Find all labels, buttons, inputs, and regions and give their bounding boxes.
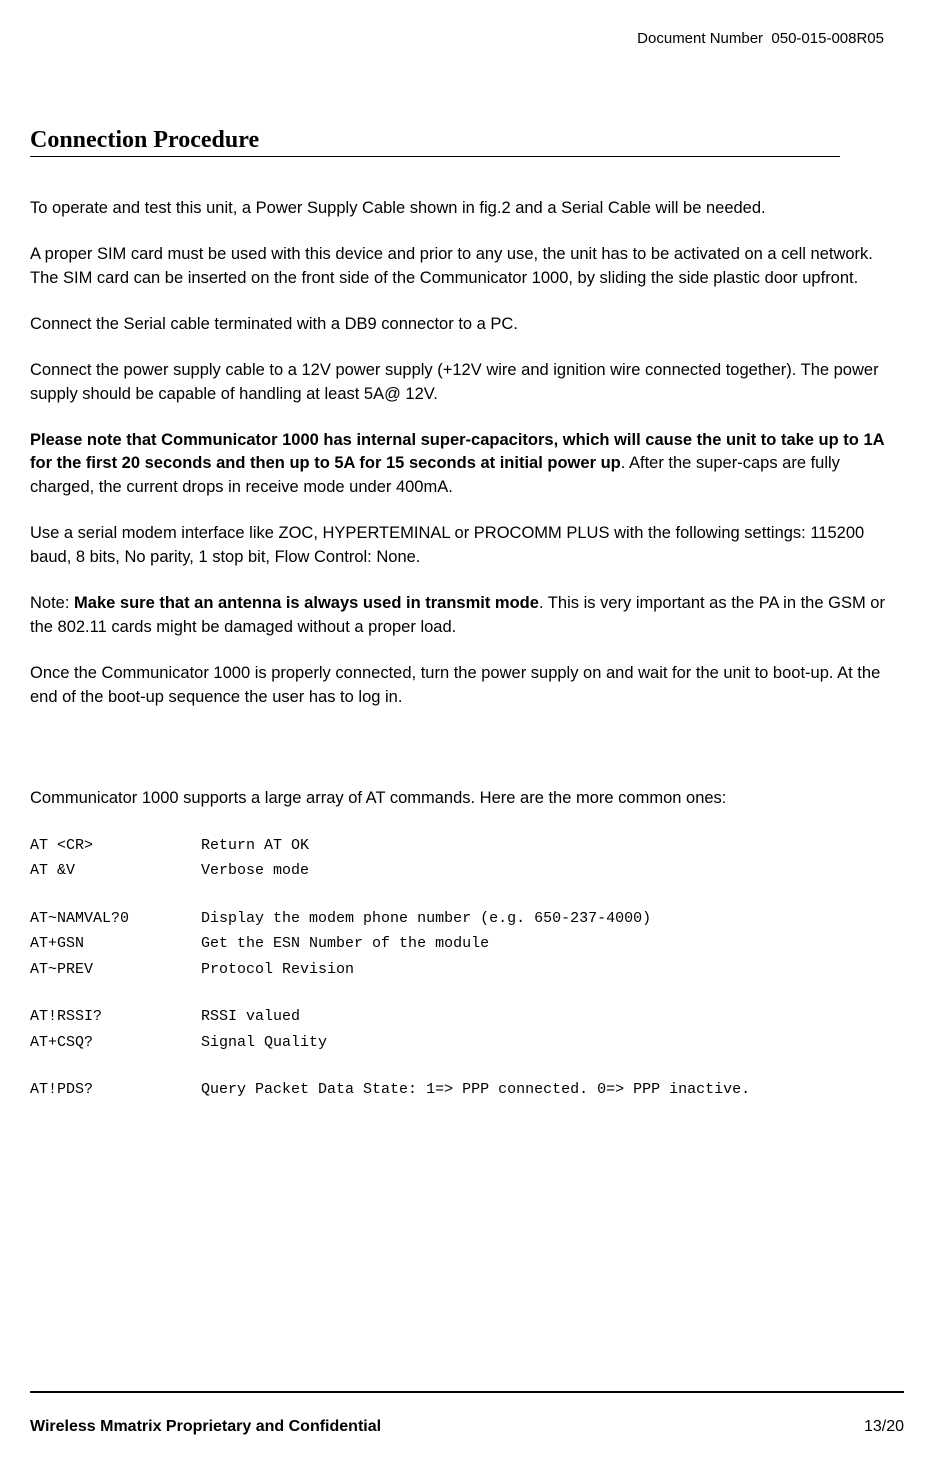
section-title: Connection Procedure <box>30 127 840 157</box>
at-commands-block-3: AT!RSSI? RSSI valued AT+CSQ? Signal Qual… <box>30 1004 904 1055</box>
antenna-bold: Make sure that an antenna is always used… <box>74 594 539 612</box>
page-footer: Wireless Mmatrix Proprietary and Confide… <box>30 1418 904 1436</box>
footer-divider <box>30 1391 904 1393</box>
footer-page-number: 13/20 <box>864 1418 904 1436</box>
paragraph-sim: A proper SIM card must be used with this… <box>30 243 904 291</box>
paragraph-bootup: Once the Communicator 1000 is properly c… <box>30 662 904 710</box>
footer-left-text: Wireless Mmatrix Proprietary and Confide… <box>30 1418 381 1436</box>
paragraph-at-intro: Communicator 1000 supports a large array… <box>30 787 904 811</box>
main-content: To operate and test this unit, a Power S… <box>30 197 904 1103</box>
doc-number-label: Document Number <box>637 30 763 47</box>
paragraph-power: Connect the power supply cable to a 12V … <box>30 359 904 407</box>
paragraph-supercaps: Please note that Communicator 1000 has i… <box>30 429 904 501</box>
note-prefix: Note: <box>30 594 74 612</box>
paragraph-intro: To operate and test this unit, a Power S… <box>30 197 904 221</box>
doc-number-value: 050-015-008R05 <box>771 30 884 47</box>
paragraph-antenna-note: Note: Make sure that an antenna is alway… <box>30 592 904 640</box>
document-number-header: Document Number 050-015-008R05 <box>30 30 904 47</box>
at-commands-block-1: AT <CR> Return AT OK AT &V Verbose mode <box>30 833 904 884</box>
at-commands-block-2: AT~NAMVAL?0 Display the modem phone numb… <box>30 906 904 983</box>
paragraph-modem-settings: Use a serial modem interface like ZOC, H… <box>30 522 904 570</box>
paragraph-serial: Connect the Serial cable terminated with… <box>30 313 904 337</box>
spacer <box>30 732 904 787</box>
at-commands-block-4: AT!PDS? Query Packet Data State: 1=> PPP… <box>30 1077 904 1103</box>
